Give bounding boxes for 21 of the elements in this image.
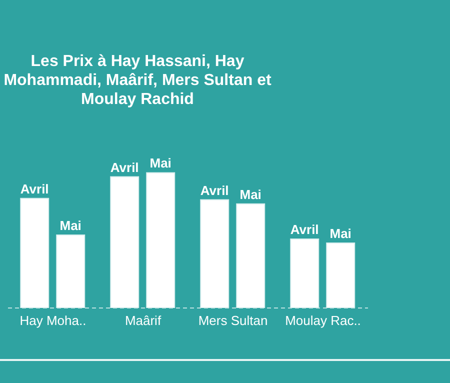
series-label: Mai [60, 218, 82, 233]
bar [110, 176, 140, 308]
bar [146, 172, 176, 308]
bar [290, 238, 320, 308]
text: Avril [200, 182, 229, 198]
x-tick-label: Maârif [124, 313, 162, 328]
x-tick-label: Hay Moha.. [20, 313, 86, 328]
x-tick-label: Mers Sultan [198, 313, 268, 328]
text: Avril [110, 160, 139, 175]
series-label: Avril [290, 222, 319, 237]
bar [236, 203, 266, 308]
chart-title: Les Prix à Hay Hassani, Hay Mohammadi, Maârif, Mers Sultan et Moulay Rachid [2, 52, 272, 109]
text: Avril [20, 181, 49, 196]
text: Mai [240, 186, 262, 202]
text: Mai [330, 226, 352, 242]
x-tick-label: Moulay Rac.. [285, 313, 361, 328]
bar [200, 199, 230, 308]
bar [20, 198, 50, 308]
bar [56, 234, 86, 308]
text: Mai [150, 156, 172, 171]
bar [326, 242, 356, 308]
